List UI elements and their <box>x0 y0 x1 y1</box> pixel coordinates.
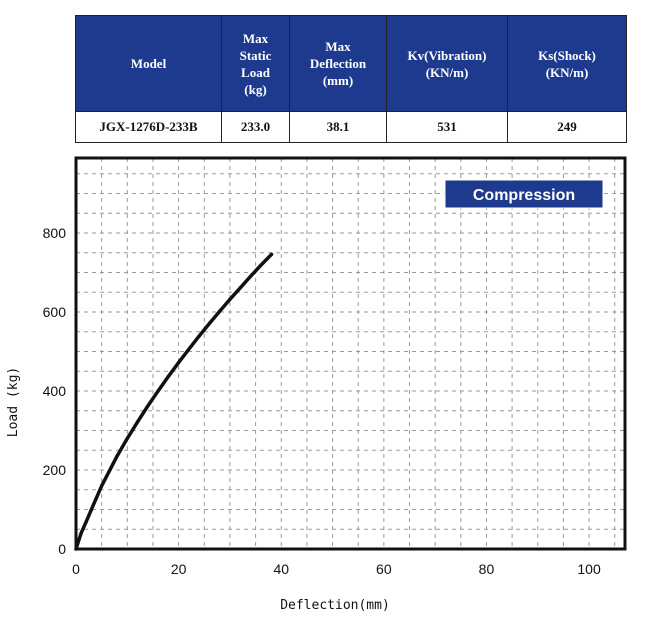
compression-label: Compression <box>473 187 575 204</box>
header-model: Model <box>75 15 222 112</box>
y-tick-label: 800 <box>43 225 67 241</box>
curve-points <box>74 252 274 551</box>
cell-max-deflection: 38.1 <box>289 111 387 143</box>
cell-kv-vibration: 531 <box>386 111 508 143</box>
x-tick-labels: 0 20 40 60 80 100 <box>72 561 601 577</box>
x-tick-label: 0 <box>72 561 80 577</box>
header-ks-shock: Ks(Shock) (KN/m) <box>507 15 627 112</box>
header-max-static-load: Max Static Load (kg) <box>221 15 290 112</box>
y-axis-label: Load (kg) <box>6 367 21 437</box>
y-tick-label: 600 <box>43 304 67 320</box>
spec-data-row: JGX-1276D-233B 233.0 38.1 531 249 <box>75 111 627 143</box>
compression-badge: Compression <box>444 179 604 209</box>
plot-frame <box>74 156 627 551</box>
header-max-deflection: Max Deflection (mm) <box>289 15 387 112</box>
cell-max-static-load: 233.0 <box>221 111 290 143</box>
spec-header-row: Model Max Static Load (kg) Max Deflectio… <box>75 15 627 112</box>
cell-ks-shock: 249 <box>507 111 627 143</box>
x-tick-label: 20 <box>171 561 187 577</box>
cell-model: JGX-1276D-233B <box>75 111 222 143</box>
header-kv-vibration: Kv(Vibration) (KN/m) <box>386 15 508 112</box>
x-tick-label: 100 <box>577 561 601 577</box>
x-tick-label: 40 <box>273 561 289 577</box>
y-tick-labels: 0 200 400 600 800 <box>43 225 67 557</box>
x-axis-label: Deflection(mm) <box>280 598 390 613</box>
y-tick-label: 0 <box>58 541 66 557</box>
load-deflection-chart: 0 200 400 600 800 0 20 40 60 80 100 Compression L… <box>6 156 627 613</box>
y-tick-label: 200 <box>43 462 67 478</box>
chart-grid <box>76 158 625 549</box>
x-tick-label: 80 <box>479 561 495 577</box>
spec-table: Model Max Static Load (kg) Max Deflectio… <box>75 15 627 143</box>
y-tick-label: 400 <box>43 383 67 399</box>
x-tick-label: 60 <box>376 561 392 577</box>
load-deflection-curve <box>74 252 274 551</box>
